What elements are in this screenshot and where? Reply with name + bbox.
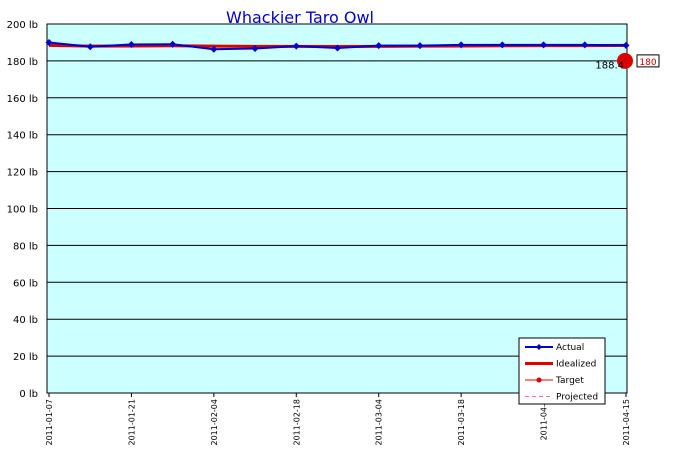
y-tick-label: 180 lb <box>7 57 38 68</box>
y-tick-label: 100 lb <box>7 205 38 216</box>
annotations: 188.4 180 <box>595 54 660 71</box>
actual-point <box>334 44 341 52</box>
actual-point <box>45 38 53 46</box>
x-tick-label: 2011-03-04 <box>375 399 384 446</box>
actual-point <box>540 41 548 49</box>
legend-marker-actual <box>536 344 542 350</box>
legend-label: Target <box>555 376 584 386</box>
actual-point <box>251 45 259 53</box>
y-tick-label: 0 lb <box>19 389 38 400</box>
actual-point <box>86 43 94 51</box>
actual-point <box>210 45 218 53</box>
y-tick-label: 60 lb <box>13 278 38 289</box>
latest-weight-label: 188.4 <box>595 60 624 71</box>
legend-label: Actual <box>556 343 584 353</box>
actual-point <box>292 42 300 50</box>
y-tick-label: 120 lb <box>7 168 38 179</box>
grid-lines <box>47 23 627 394</box>
legend-box <box>518 337 606 405</box>
actual-point <box>581 41 589 49</box>
x-tick-label: 2011-01-07 <box>45 399 54 446</box>
actual-point <box>457 41 465 49</box>
series-group <box>45 38 633 69</box>
actual-point <box>127 40 135 48</box>
x-tick-label: 2011-02-18 <box>292 399 301 446</box>
actual-point <box>498 41 506 49</box>
x-tick-label: 2011-04-15 <box>622 399 631 446</box>
x-axis: 2011-01-07 2011-01-21 2011-02-04 2011-02-18… <box>45 393 631 446</box>
y-tick-label: 80 lb <box>13 241 38 252</box>
target-value-label: 180 <box>636 54 660 68</box>
x-tick-label: 2011-02-04 <box>210 399 219 446</box>
actual-point <box>375 42 383 50</box>
legend: Actual Idealized Target Projected <box>518 337 606 405</box>
chart-title: Whackier Taro Owl <box>226 8 374 27</box>
actual-point <box>169 40 177 48</box>
y-tick-label: 40 lb <box>13 315 38 326</box>
legend-label: Idealized <box>556 360 596 370</box>
actual-point <box>622 41 630 49</box>
legend-marker-target <box>536 377 542 383</box>
x-tick-label: 2011-03-18 <box>457 399 466 446</box>
target-value-box <box>636 54 660 68</box>
y-tick-label: 140 lb <box>7 131 38 142</box>
y-axis: 0 lb 20 lb 40 lb 60 lb 80 lb 100 lb 120 lb 140 … <box>7 20 38 400</box>
x-tick-label: 2011-04-0 <box>540 399 549 440</box>
actual-point <box>416 42 424 50</box>
target-value-text: 180 <box>639 58 656 68</box>
y-tick-label: 20 lb <box>13 352 38 363</box>
legend-label: Projected <box>556 393 598 403</box>
y-tick-label: 160 lb <box>7 94 38 105</box>
x-tick-label: 2011-01-21 <box>127 399 136 446</box>
target-point <box>617 52 633 69</box>
y-tick-label: 200 lb <box>7 20 38 31</box>
